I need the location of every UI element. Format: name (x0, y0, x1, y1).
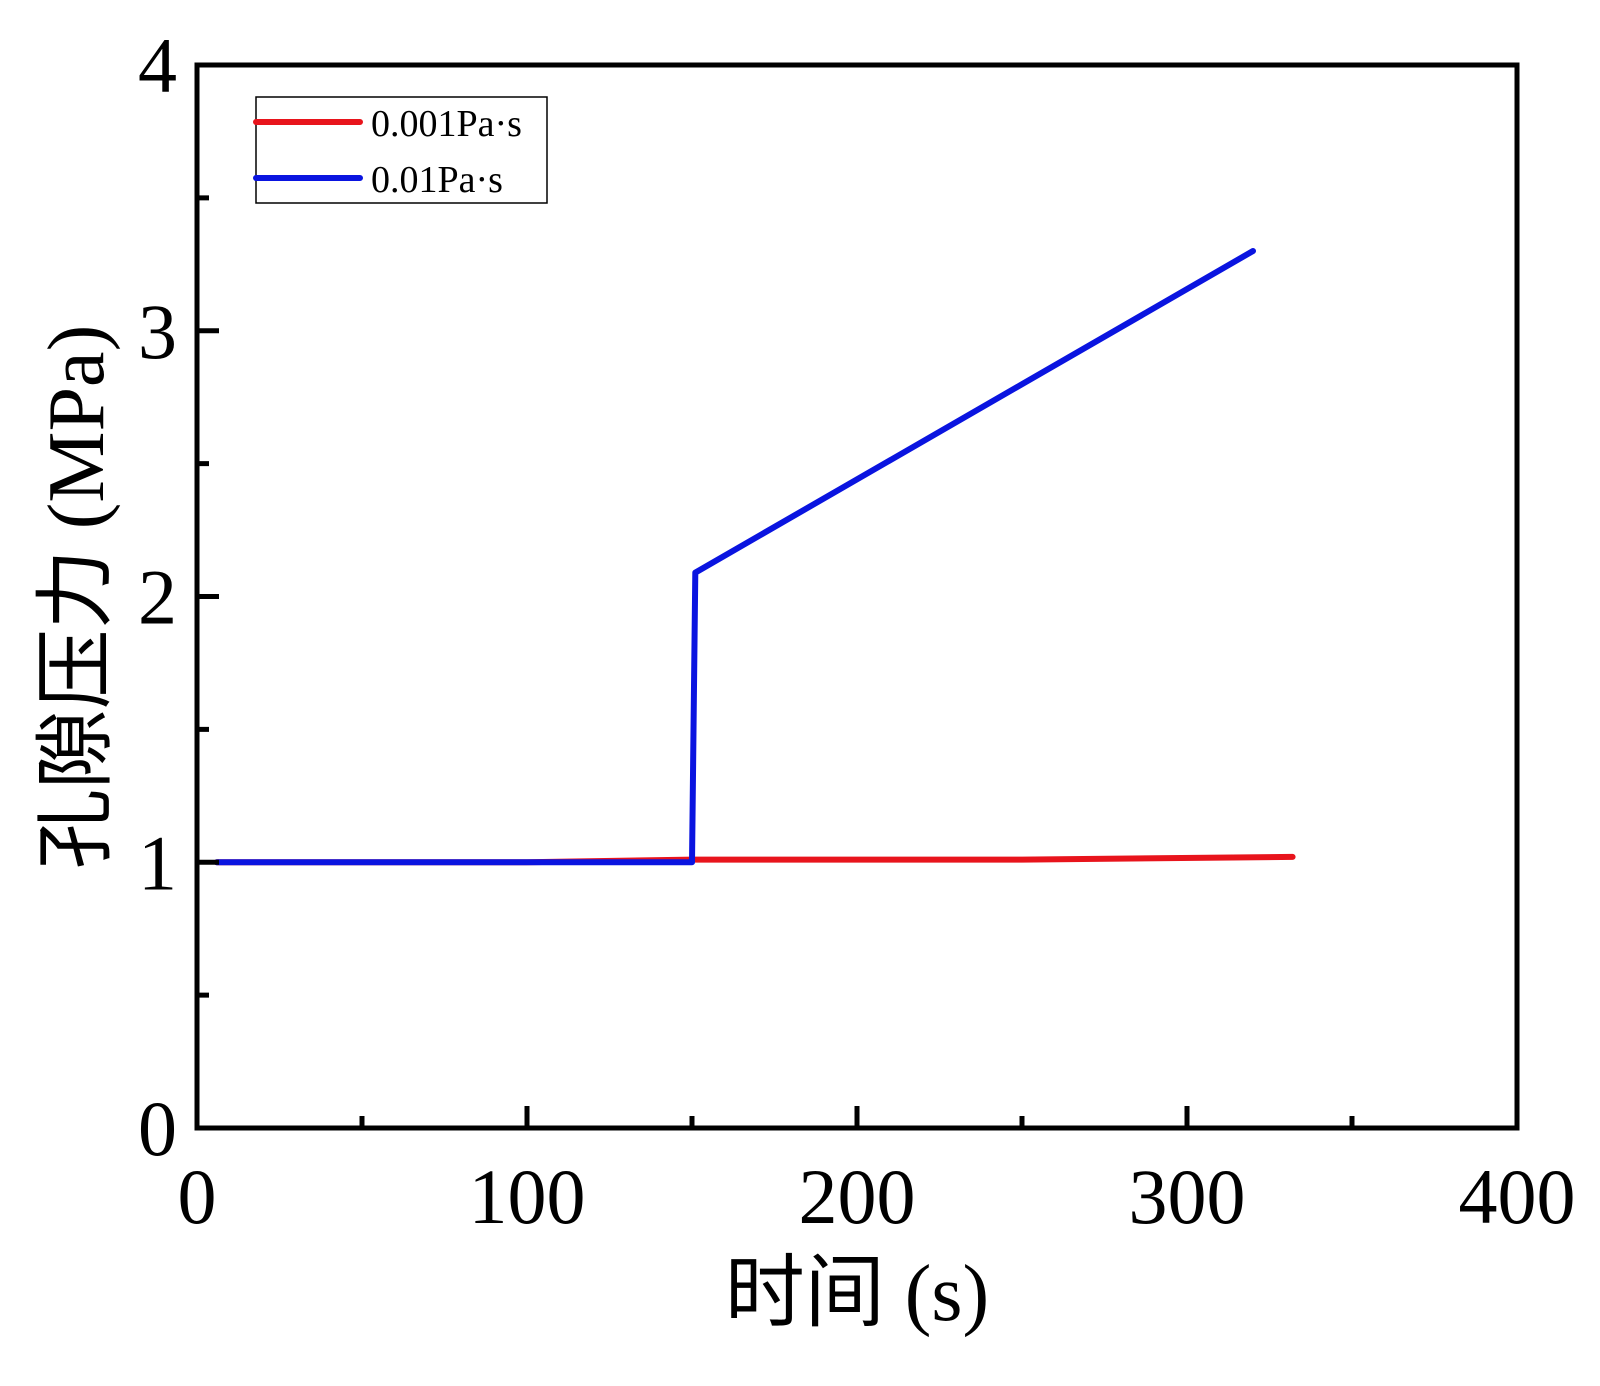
tick-labels-layer: 0 100 200 300 400 0 1 2 3 4 (138, 22, 1576, 1240)
legend-label-series-2: 0.01Pa·s (371, 159, 503, 201)
y-tick-label: 2 (138, 554, 177, 641)
legend: 0.001Pa·s 0.01Pa·s (253, 96, 548, 204)
y-axis-title: 孔隙压力 (MPa) (33, 325, 121, 869)
series-layer (213, 248, 1296, 866)
x-tick-label: 300 (1129, 1153, 1246, 1240)
x-axis-title: 时间 (s) (725, 1250, 989, 1338)
y-tick-label: 1 (138, 819, 177, 906)
x-tick-label: 200 (799, 1153, 916, 1240)
legend-box (255, 96, 548, 204)
x-tick-label: 400 (1459, 1153, 1576, 1240)
legend-label-series-1: 0.001Pa·s (371, 103, 522, 145)
series-line-2 (213, 248, 1256, 866)
y-tick-label: 3 (138, 288, 177, 375)
ticks-layer (197, 195, 1355, 1128)
x-tick-label: 0 (178, 1153, 217, 1240)
y-tick-label: 4 (138, 22, 177, 109)
y-tick-label: 0 (138, 1085, 177, 1172)
x-tick-label: 100 (469, 1153, 586, 1240)
